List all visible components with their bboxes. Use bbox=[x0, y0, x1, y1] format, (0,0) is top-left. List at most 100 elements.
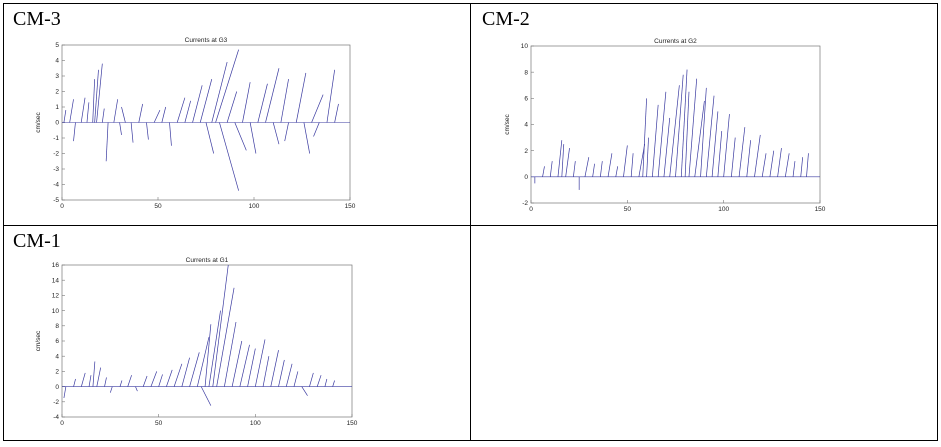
y-tick-label: 6 bbox=[524, 96, 528, 103]
chart-title: Currents at G3 bbox=[185, 37, 228, 44]
y-tick-label: -1 bbox=[53, 135, 59, 142]
current-vector bbox=[205, 122, 215, 154]
current-vector bbox=[754, 134, 761, 177]
current-vector bbox=[663, 117, 671, 177]
current-vector bbox=[73, 378, 76, 387]
current-vector bbox=[311, 94, 324, 123]
x-tick-label: 0 bbox=[529, 206, 533, 213]
current-vector bbox=[242, 82, 251, 123]
current-vector bbox=[73, 122, 76, 142]
current-vector bbox=[176, 97, 186, 123]
current-vector bbox=[69, 99, 74, 123]
current-vector bbox=[584, 157, 590, 177]
current-vector bbox=[96, 63, 103, 123]
y-tick-label: 10 bbox=[521, 43, 529, 50]
current-vector bbox=[96, 367, 102, 387]
current-vector bbox=[86, 102, 90, 123]
current-vector bbox=[600, 161, 603, 177]
current-vector bbox=[694, 100, 705, 177]
current-vector bbox=[262, 356, 270, 387]
current-vector bbox=[731, 137, 736, 177]
current-vector bbox=[80, 372, 86, 387]
current-vector bbox=[316, 375, 322, 387]
current-vector bbox=[630, 153, 634, 177]
current-vector bbox=[657, 91, 667, 177]
y-tick-label: 0 bbox=[55, 120, 59, 127]
current-vector bbox=[121, 106, 126, 123]
current-vector bbox=[285, 363, 293, 387]
current-vector bbox=[272, 122, 280, 145]
x-tick-label: 150 bbox=[345, 203, 356, 210]
x-tick-label: 0 bbox=[60, 203, 64, 210]
current-vector bbox=[711, 111, 719, 177]
current-vector bbox=[105, 122, 109, 162]
current-vector bbox=[211, 61, 228, 123]
current-vector bbox=[254, 339, 266, 387]
current-vector bbox=[700, 87, 707, 177]
current-vector bbox=[146, 122, 149, 140]
current-vector bbox=[784, 153, 790, 177]
current-vector bbox=[166, 369, 173, 387]
y-tick-label: 4 bbox=[55, 353, 59, 360]
current-vector bbox=[247, 348, 256, 387]
current-vector bbox=[301, 386, 308, 396]
chart-title: Currents at G2 bbox=[654, 38, 697, 45]
current-vector bbox=[309, 372, 314, 387]
current-vector bbox=[684, 91, 690, 177]
current-vector bbox=[688, 78, 698, 177]
y-tick-label: -5 bbox=[53, 197, 59, 204]
x-tick-label: 150 bbox=[815, 206, 826, 213]
y-tick-label: 2 bbox=[524, 148, 528, 155]
x-tick-label: 0 bbox=[60, 420, 64, 427]
y-tick-label: -4 bbox=[53, 414, 59, 421]
y-tick-label: 6 bbox=[55, 338, 59, 345]
current-vector bbox=[642, 98, 647, 177]
current-vector bbox=[113, 99, 119, 123]
current-vector bbox=[226, 91, 238, 123]
current-vector bbox=[746, 140, 751, 177]
current-vector bbox=[295, 72, 307, 123]
y-tick-label: 2 bbox=[55, 89, 59, 96]
current-vector bbox=[192, 85, 203, 123]
current-vector bbox=[130, 122, 134, 143]
current-vector bbox=[94, 69, 99, 123]
panel-label: CM-1 bbox=[13, 230, 61, 252]
current-vector bbox=[561, 144, 565, 177]
current-vector bbox=[219, 122, 239, 191]
current-vector bbox=[332, 380, 335, 387]
current-vector bbox=[723, 114, 730, 177]
current-vector bbox=[573, 161, 576, 177]
current-vector bbox=[234, 122, 247, 151]
current-vector bbox=[792, 161, 796, 177]
current-vector bbox=[161, 106, 167, 123]
y-tick-label: -2 bbox=[53, 399, 59, 406]
current-vector bbox=[101, 108, 105, 123]
current-vector bbox=[200, 386, 212, 406]
current-vector bbox=[189, 352, 200, 387]
x-tick-label: 100 bbox=[250, 420, 261, 427]
y-tick-label: 12 bbox=[52, 293, 60, 300]
y-tick-label: 8 bbox=[524, 69, 528, 76]
current-vector bbox=[184, 100, 191, 123]
current-vector bbox=[249, 122, 257, 154]
current-vector bbox=[109, 386, 113, 393]
y-tick-label: 4 bbox=[524, 122, 528, 129]
current-vector bbox=[208, 310, 221, 387]
y-axis-label: cm/sec bbox=[504, 113, 511, 134]
current-vector bbox=[777, 148, 782, 177]
x-tick-label: 100 bbox=[718, 206, 729, 213]
current-vector bbox=[158, 374, 163, 387]
x-tick-label: 50 bbox=[155, 420, 163, 427]
y-tick-label: 4 bbox=[55, 58, 59, 65]
y-tick-label: 8 bbox=[55, 323, 59, 330]
current-vector bbox=[63, 110, 67, 123]
current-vector bbox=[257, 83, 268, 123]
current-vector bbox=[173, 363, 183, 387]
current-vector bbox=[738, 127, 746, 177]
chart-title: Currents at G1 bbox=[186, 257, 229, 264]
current-vector bbox=[216, 287, 235, 387]
current-vector bbox=[153, 109, 161, 123]
current-vector bbox=[675, 74, 684, 177]
y-tick-label: -2 bbox=[522, 200, 528, 207]
y-tick-label: 2 bbox=[55, 369, 59, 376]
